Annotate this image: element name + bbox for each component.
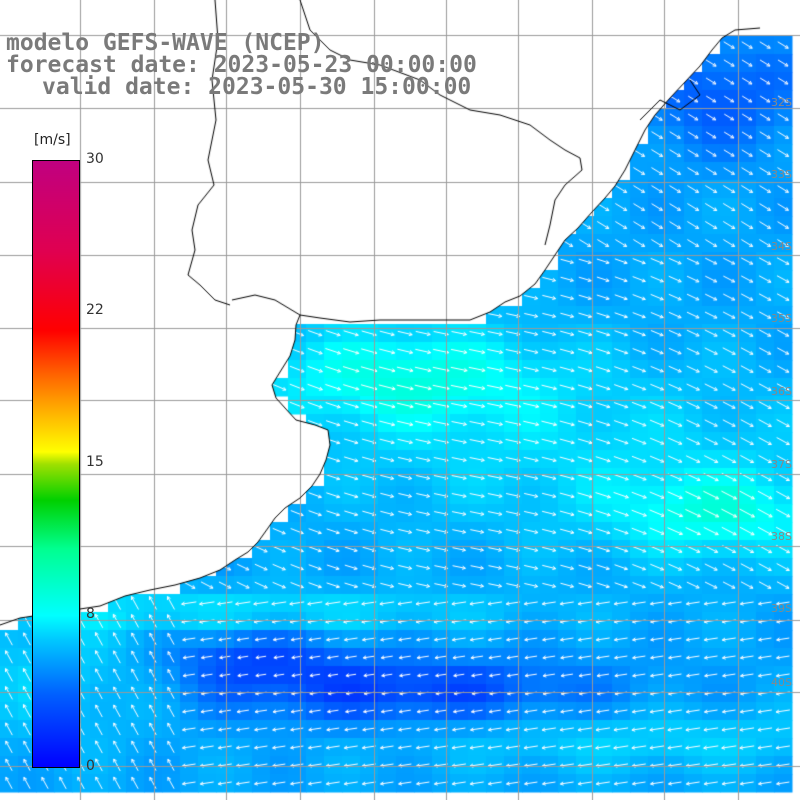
lat-label: 40S — [771, 676, 792, 689]
lat-label: 38S — [771, 530, 792, 543]
lat-label: 39S — [771, 602, 792, 615]
colorbar-tick-8: 8 — [86, 606, 95, 622]
lat-label: 33S — [771, 168, 792, 181]
colorbar-tick-0: 0 — [86, 758, 95, 774]
forecast-date: forecast date: 2023-05-23 00:00:00 — [6, 52, 477, 78]
valid-date: valid date: 2023-05-30 15:00:00 — [42, 74, 472, 100]
colorbar-tick-15: 15 — [86, 454, 104, 470]
colorbar-tick-22: 22 — [86, 302, 104, 318]
colorbar-unit: [m/s] — [34, 132, 71, 148]
lat-label: 34S — [771, 240, 792, 253]
colorbar — [32, 160, 80, 768]
lat-label: 37S — [771, 458, 792, 471]
lat-label: 32S — [771, 96, 792, 109]
map-title: modelo GEFS-WAVE (NCEP) — [6, 30, 325, 56]
lat-label: 35S — [771, 312, 792, 325]
lat-label: 36S — [771, 385, 792, 398]
colorbar-tick-30: 30 — [86, 151, 104, 167]
